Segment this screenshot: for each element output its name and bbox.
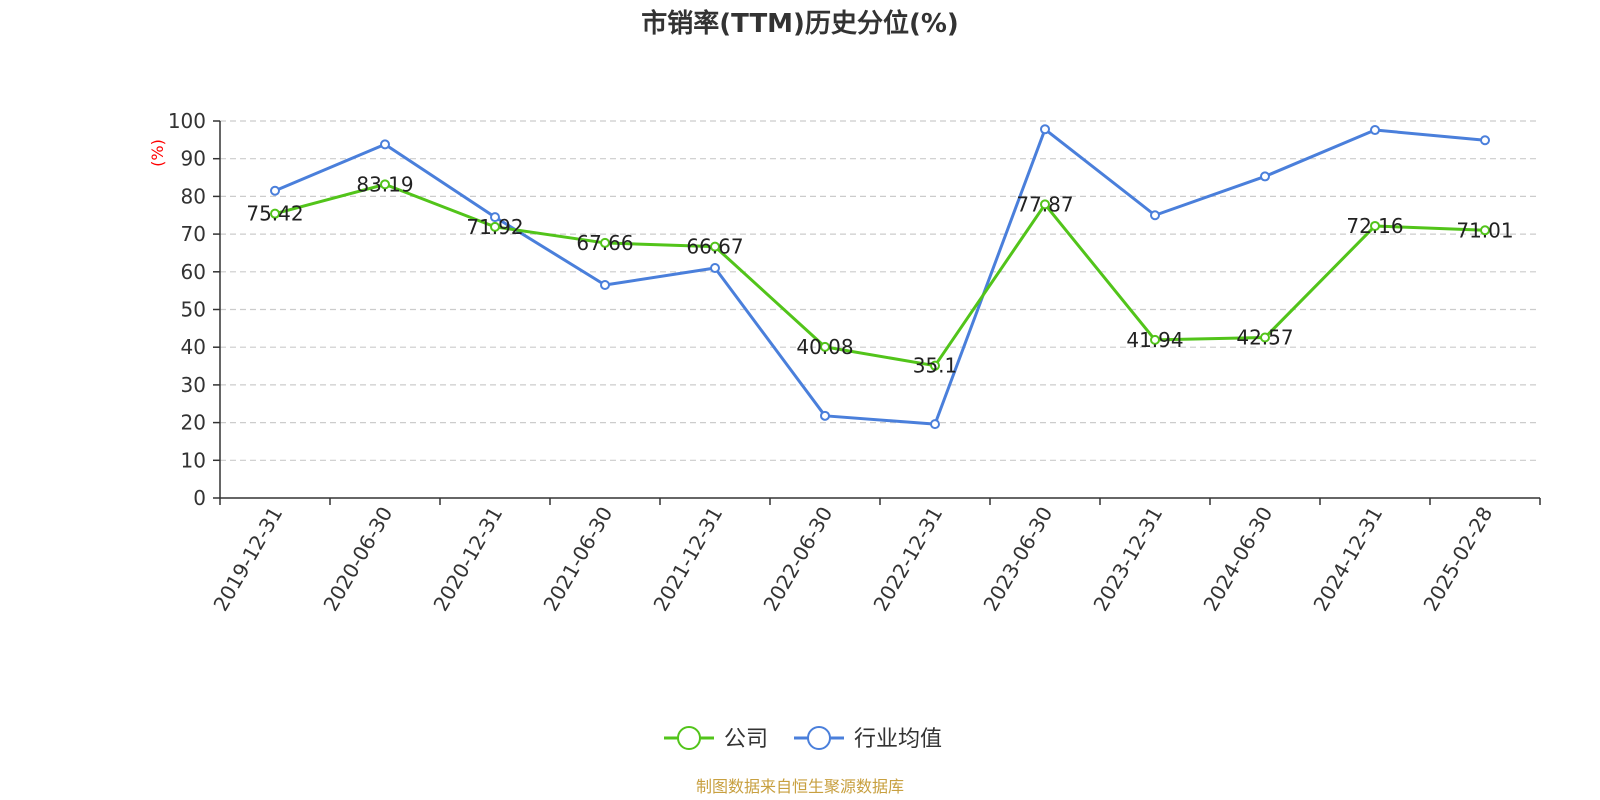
y-tick-label: 50 — [181, 298, 206, 322]
x-tick-label: 2021-06-30 — [538, 503, 617, 616]
x-tick-label: 2025-02-28 — [1418, 503, 1497, 616]
data-point — [270, 185, 280, 196]
data-point — [270, 208, 280, 219]
data-label: 42.57 — [1236, 326, 1293, 350]
y-tick-label: 40 — [181, 335, 206, 359]
data-label: 66.67 — [686, 235, 743, 259]
y-tick-label: 70 — [181, 222, 206, 246]
x-tick-label: 2022-06-30 — [758, 503, 837, 616]
data-label: 71.01 — [1456, 218, 1513, 242]
legend-marker-icon — [677, 726, 701, 750]
legend-marker-icon — [807, 726, 831, 750]
data-label: 77.87 — [1016, 192, 1073, 216]
chart-title: 市销率(TTM)历史分位(%) — [641, 8, 959, 39]
y-tick-labels: 0 10 20 30 40 50 60 70 80 90 100 — [168, 109, 206, 510]
data-point — [380, 139, 390, 150]
data-point — [820, 341, 830, 352]
x-tick-label: 2021-12-31 — [648, 503, 727, 616]
y-tick-label: 20 — [181, 411, 206, 435]
data-point — [1150, 334, 1160, 345]
data-label: 83.19 — [356, 172, 413, 196]
data-point — [490, 212, 500, 223]
y-tick-label: 80 — [181, 184, 206, 208]
source-note: 制图数据来自恒生聚源数据库 — [696, 777, 904, 796]
data-point — [930, 360, 940, 371]
data-label: 35.1 — [913, 354, 958, 378]
x-tick-label: 2023-06-30 — [978, 503, 1057, 616]
x-tick-label: 2022-12-31 — [868, 503, 947, 616]
y-tick-label: 100 — [168, 109, 206, 133]
data-point — [490, 221, 500, 232]
y-tick-label: 0 — [193, 486, 206, 510]
legend-item-industry[interactable]: 行业均值 — [794, 726, 942, 752]
legend-item-company[interactable]: 公司 — [664, 726, 768, 752]
x-tick-labels: 2019-12-31 2020-06-30 2020-12-31 2021-06-30… — [208, 503, 1497, 616]
x-tick-label: 2024-12-31 — [1308, 503, 1387, 616]
x-tick-label: 2023-12-31 — [1088, 503, 1167, 616]
y-tick-label: 10 — [181, 448, 206, 472]
data-point — [1260, 171, 1270, 182]
data-point — [1480, 225, 1490, 236]
data-point — [930, 419, 940, 430]
y-tick-label: 30 — [181, 373, 206, 397]
data-point — [600, 237, 610, 248]
x-tick-label: 2020-12-31 — [428, 503, 507, 616]
data-label: 67.66 — [576, 231, 633, 255]
series-line-company — [274, 182, 1486, 368]
data-point — [1260, 332, 1270, 343]
legend: 公司 行业均值 — [664, 726, 942, 752]
x-tick-label: 2019-12-31 — [208, 503, 287, 616]
data-point — [710, 241, 720, 252]
data-label: 41.94 — [1126, 328, 1183, 352]
series-line-industry — [274, 127, 1486, 426]
y-tick-label: 90 — [181, 147, 206, 171]
data-point — [1040, 199, 1050, 210]
data-point — [380, 179, 390, 190]
data-labels: 75.42 83.19 71.92 67.66 66.67 40.08 35.1 77.87 4… — [246, 172, 1513, 377]
series-group — [270, 124, 1490, 430]
data-point — [1040, 124, 1050, 135]
data-point — [710, 263, 720, 274]
data-point — [820, 410, 830, 421]
data-point — [600, 279, 610, 290]
data-point — [1150, 210, 1160, 221]
axes — [213, 120, 1541, 505]
y-tick-label: 60 — [181, 260, 206, 284]
y-axis-label: (%) — [148, 139, 167, 167]
x-tick-label: 2024-06-30 — [1198, 503, 1277, 616]
data-label: 71.92 — [466, 215, 523, 239]
data-point — [1370, 220, 1380, 231]
data-point — [1480, 135, 1490, 146]
x-tick-label: 2020-06-30 — [318, 503, 397, 616]
legend-label: 行业均值 — [854, 727, 942, 752]
data-label: 75.42 — [246, 202, 303, 226]
data-label: 40.08 — [796, 335, 853, 359]
data-label: 72.16 — [1346, 214, 1403, 238]
legend-label: 公司 — [724, 727, 768, 752]
data-point — [1370, 125, 1380, 136]
grid-lines — [220, 120, 1540, 461]
